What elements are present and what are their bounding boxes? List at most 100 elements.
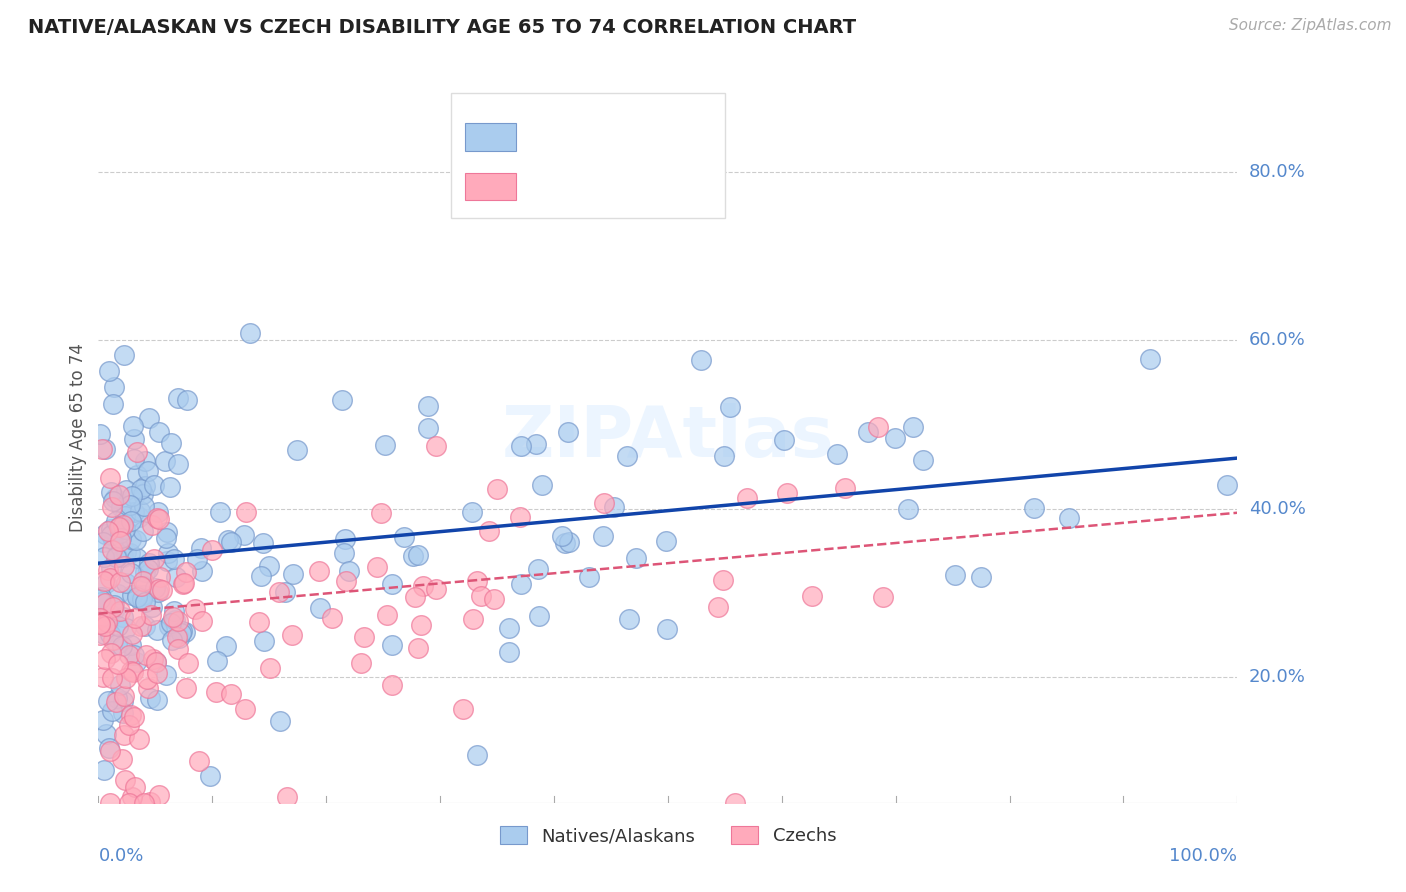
Point xyxy=(510,577,533,591)
Point xyxy=(1024,501,1046,516)
Point xyxy=(118,796,141,810)
Point xyxy=(101,533,124,547)
Point xyxy=(690,353,713,368)
Point xyxy=(114,522,136,536)
Point xyxy=(101,600,124,615)
Point xyxy=(134,618,156,632)
Point xyxy=(107,619,129,633)
Point xyxy=(124,611,146,625)
Point xyxy=(94,575,117,590)
Point xyxy=(122,490,145,504)
Point xyxy=(112,549,135,564)
Point xyxy=(530,478,553,492)
Point xyxy=(129,504,152,518)
Point xyxy=(132,579,155,593)
Point xyxy=(141,599,163,614)
Point xyxy=(108,533,131,548)
Point xyxy=(127,445,149,459)
Text: R =  0.193: R = 0.193 xyxy=(530,178,626,195)
Point xyxy=(551,529,574,543)
Point xyxy=(121,588,143,602)
Point xyxy=(156,554,179,568)
Point xyxy=(524,437,547,451)
Point xyxy=(205,684,228,698)
Point xyxy=(93,549,115,564)
Point xyxy=(527,561,550,575)
Point xyxy=(131,592,153,607)
Point xyxy=(124,432,146,446)
Point xyxy=(104,491,127,505)
Point xyxy=(173,624,195,639)
Point xyxy=(159,480,181,494)
Point xyxy=(201,542,224,557)
Point xyxy=(155,531,177,545)
Point xyxy=(200,769,222,783)
Point xyxy=(498,645,520,659)
Point xyxy=(139,608,162,623)
Point xyxy=(97,741,120,756)
Point xyxy=(498,621,520,635)
Point xyxy=(381,678,404,692)
FancyBboxPatch shape xyxy=(451,94,725,218)
Point xyxy=(114,772,136,787)
Text: R = 0.406: R = 0.406 xyxy=(530,128,620,145)
Point xyxy=(132,796,155,810)
Point xyxy=(167,631,190,645)
Point xyxy=(406,548,429,562)
Point xyxy=(159,436,181,450)
Point xyxy=(105,691,128,706)
Point xyxy=(110,678,132,692)
Point xyxy=(827,447,849,461)
Point xyxy=(276,790,298,805)
Point xyxy=(160,632,183,647)
Point xyxy=(872,590,894,604)
Point xyxy=(232,527,254,541)
Text: 0.0%: 0.0% xyxy=(98,847,143,864)
Point xyxy=(366,559,388,574)
Point xyxy=(350,656,373,670)
Point xyxy=(330,393,353,408)
Point xyxy=(253,634,276,648)
Text: 40.0%: 40.0% xyxy=(1249,500,1306,517)
Point xyxy=(120,514,142,528)
Point xyxy=(257,558,280,573)
Point xyxy=(269,714,291,728)
Point xyxy=(145,656,167,670)
Point xyxy=(89,591,111,606)
Point xyxy=(132,589,155,603)
Point xyxy=(110,500,132,515)
Point xyxy=(108,520,131,534)
Text: Source: ZipAtlas.com: Source: ZipAtlas.com xyxy=(1229,18,1392,33)
Point xyxy=(138,556,160,570)
Point xyxy=(554,536,576,550)
Point xyxy=(125,468,148,483)
Point xyxy=(173,575,195,590)
Point xyxy=(707,599,730,614)
Point xyxy=(333,546,356,560)
Point xyxy=(467,574,489,589)
Point xyxy=(101,500,124,514)
Point xyxy=(903,420,925,434)
Point xyxy=(104,549,127,564)
Point xyxy=(128,510,150,524)
Text: 80.0%: 80.0% xyxy=(1249,163,1305,181)
Point xyxy=(149,569,172,583)
Point xyxy=(132,499,155,513)
Point xyxy=(159,619,181,633)
Point xyxy=(451,702,474,716)
Point xyxy=(884,431,907,445)
Point xyxy=(125,590,148,604)
Point xyxy=(163,552,186,566)
Point xyxy=(897,501,920,516)
Point xyxy=(134,565,156,579)
Point xyxy=(801,589,824,603)
Point xyxy=(91,534,114,549)
Point xyxy=(308,564,330,578)
Point xyxy=(125,551,148,566)
Point xyxy=(103,524,125,538)
Point xyxy=(509,510,531,524)
Point xyxy=(834,481,856,495)
Point xyxy=(461,505,484,519)
Point xyxy=(100,485,122,500)
Point xyxy=(269,585,291,599)
